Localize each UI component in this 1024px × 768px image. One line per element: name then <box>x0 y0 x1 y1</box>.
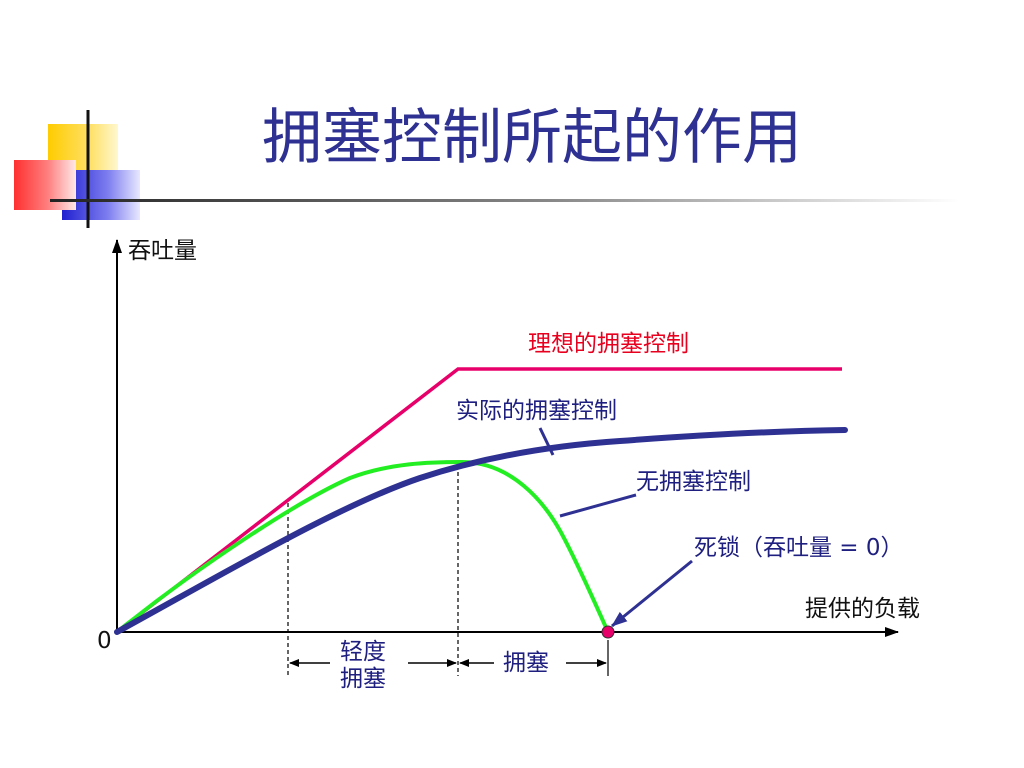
x-axis-label: 提供的负载 <box>805 596 920 622</box>
origin-label: 0 <box>97 628 112 654</box>
actual-curve-label: 实际的拥塞控制 <box>456 398 617 424</box>
actual-curve <box>114 427 848 635</box>
ideal-curve <box>115 367 842 634</box>
deadlock-point <box>601 625 615 639</box>
no-control-curve-label: 无拥塞控制 <box>636 469 751 495</box>
deadlock-label: 死锁（吞吐量 = 0） <box>694 535 904 561</box>
no-control-curve <box>115 459 610 634</box>
ideal-curve-label: 理想的拥塞控制 <box>528 331 689 357</box>
no-control-label-pointer <box>559 493 637 518</box>
deadlock-label-pointer <box>611 559 693 628</box>
y-axis-label: 吞吐量 <box>128 238 197 264</box>
actual-label-pointer <box>538 427 555 456</box>
light-congestion-label-line1: 轻度 <box>340 639 386 665</box>
title-underline <box>50 199 960 202</box>
slide-title: 拥塞控制所起的作用 <box>262 103 802 173</box>
light-congestion-label-line2: 拥塞 <box>340 666 386 692</box>
congestion-region-label: 拥塞 <box>503 650 549 676</box>
